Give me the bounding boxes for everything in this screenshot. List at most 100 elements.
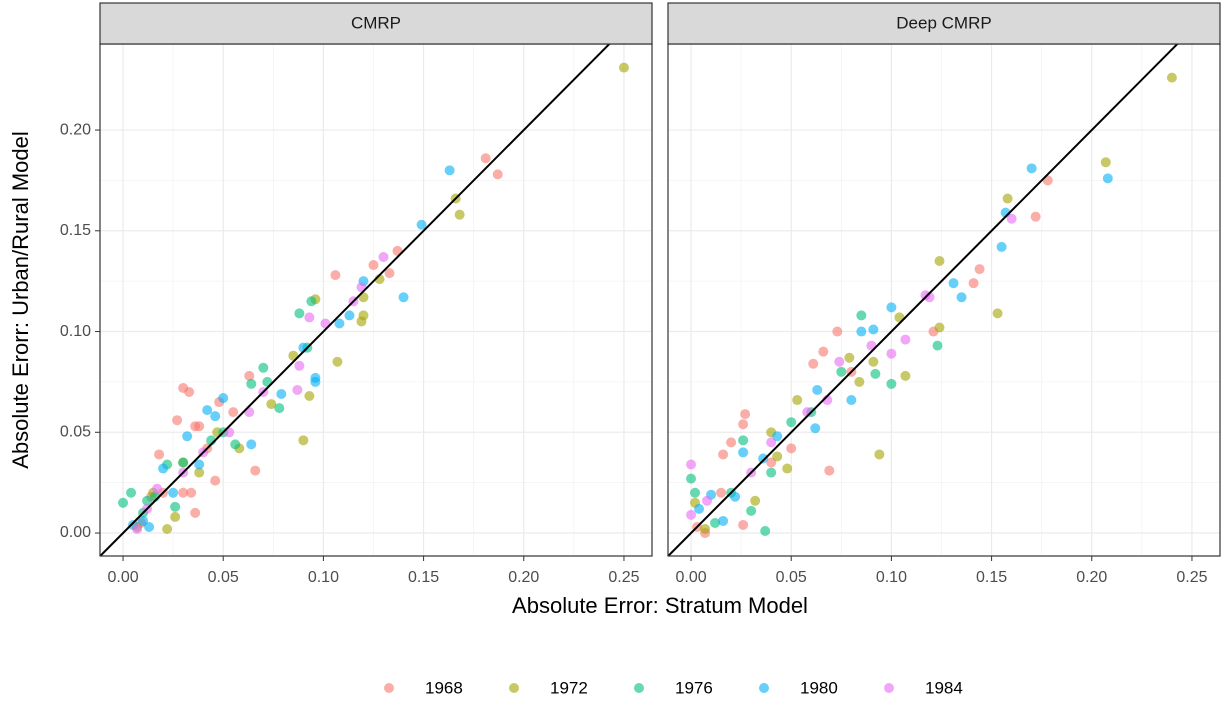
point [782, 463, 793, 474]
point [172, 415, 183, 426]
legend-marker [384, 683, 394, 693]
point [750, 495, 761, 506]
point [218, 393, 229, 404]
x-tick-label: 0.10 [876, 569, 907, 586]
point [700, 523, 711, 534]
y-tick-label: 0.05 [60, 424, 91, 441]
point [292, 384, 303, 395]
point [190, 507, 201, 518]
point [726, 437, 737, 448]
point [824, 465, 835, 476]
point [250, 465, 261, 476]
point [818, 346, 829, 357]
point [1006, 213, 1017, 224]
point [132, 523, 143, 534]
point [738, 435, 749, 446]
point [758, 453, 769, 464]
point [868, 356, 879, 367]
legend-marker [509, 683, 519, 693]
point [766, 437, 777, 448]
point [766, 467, 777, 478]
point [304, 391, 315, 402]
point [294, 308, 305, 319]
point [210, 475, 221, 486]
point [686, 459, 697, 470]
point [846, 395, 857, 406]
strip [667, 2, 1221, 45]
point [618, 62, 629, 73]
point [202, 405, 213, 416]
point [810, 423, 821, 434]
point [152, 483, 163, 494]
point [356, 316, 367, 327]
point [178, 487, 189, 498]
point [716, 487, 727, 498]
point [344, 310, 355, 321]
point [118, 497, 129, 508]
point [772, 451, 783, 462]
point [306, 296, 317, 307]
point [246, 378, 257, 389]
point [168, 487, 179, 498]
point [856, 326, 867, 337]
point [444, 165, 455, 176]
point [870, 368, 881, 379]
reference-line [668, 44, 1179, 556]
point [210, 411, 221, 422]
point [480, 153, 491, 164]
point [378, 251, 389, 262]
point [1102, 173, 1113, 184]
legend-label: 1968 [425, 678, 463, 697]
point [310, 376, 321, 387]
point [1100, 157, 1111, 168]
point [702, 495, 713, 506]
point [258, 362, 269, 373]
point [900, 370, 911, 381]
point [144, 521, 155, 532]
point [158, 463, 169, 474]
x-tick-label: 0.25 [1176, 569, 1207, 586]
point [920, 290, 931, 301]
point [792, 395, 803, 406]
point [738, 419, 749, 430]
point [844, 352, 855, 363]
point [996, 241, 1007, 252]
legend-marker [884, 683, 894, 693]
point [228, 407, 239, 418]
legend-marker [759, 683, 769, 693]
x-tick-label: 0.15 [976, 569, 1007, 586]
strip-title: Deep CMRP [896, 13, 991, 32]
point [184, 386, 195, 397]
point [332, 356, 343, 367]
point [730, 491, 741, 502]
strip-title: CMRP [351, 13, 401, 32]
legend-label: 1972 [550, 678, 588, 697]
point [686, 473, 697, 484]
point [266, 399, 277, 410]
point [170, 511, 181, 522]
point [900, 334, 911, 345]
point [856, 310, 867, 321]
point [304, 312, 315, 323]
point [740, 409, 751, 420]
point [194, 467, 205, 478]
point [274, 403, 285, 414]
panel-background [668, 44, 1220, 556]
point [786, 443, 797, 454]
point [812, 384, 823, 395]
x-tick-label: 0.00 [107, 569, 138, 586]
point [886, 302, 897, 313]
point [492, 169, 503, 180]
point [182, 431, 193, 442]
point [738, 519, 749, 530]
point [874, 449, 885, 460]
point [194, 421, 205, 432]
legend-label: 1984 [925, 678, 963, 697]
point [244, 370, 255, 381]
point [992, 308, 1003, 319]
x-tick-label: 0.00 [675, 569, 706, 586]
x-axis-label: Absolute Error: Stratum Model [512, 593, 808, 618]
point [330, 270, 341, 281]
strip [99, 2, 653, 45]
